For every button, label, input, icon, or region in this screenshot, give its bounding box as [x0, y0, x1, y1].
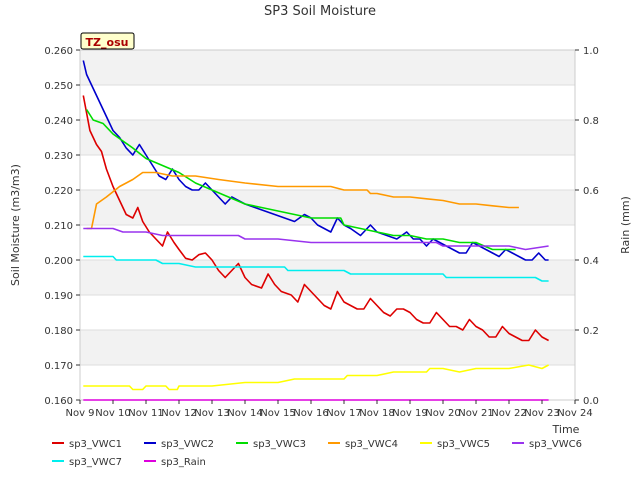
- y2-axis-label: Rain (mm): [619, 196, 632, 254]
- x-tick-label: Nov 18: [359, 408, 394, 419]
- x-tick-label: Nov 15: [260, 408, 295, 419]
- y-tick-label: 0.220: [44, 186, 73, 197]
- y-axis-left: 0.160 0.170 0.180 0.190 0.200 0.210 0.220 0.230…: [44, 46, 80, 407]
- series-lines: [82, 60, 549, 401]
- background-band: [80, 330, 575, 365]
- site-label: TZ_osu: [86, 36, 129, 49]
- y-axis-label: Soil Moisture (m3/m3): [9, 164, 22, 286]
- series-line-sp3_VWC5: [83, 364, 549, 391]
- site-label-background: [80, 32, 135, 50]
- legend-item-sp3_VWC3: sp3_VWC3: [236, 439, 306, 450]
- x-tick-label: Nov 12: [161, 408, 196, 419]
- y-tick-label: 0.260: [44, 46, 73, 57]
- legend-label: sp3_VWC3: [253, 439, 306, 450]
- y2-tick-label: 0.2: [583, 326, 599, 337]
- legend-item-sp3_VWC4: sp3_VWC4: [328, 439, 398, 450]
- legend-item-sp3_VWC1: sp3_VWC1: [52, 439, 122, 450]
- series-line-sp3_VWC7: [83, 255, 549, 282]
- background-band: [80, 190, 575, 225]
- x-tick-label: Nov 11: [128, 408, 163, 419]
- legend-label: sp3_Rain: [161, 457, 206, 468]
- legend-item-sp3_VWC6: sp3_VWC6: [512, 439, 582, 450]
- legend-label: sp3_VWC2: [161, 439, 214, 450]
- y-tick-label: 0.210: [44, 221, 73, 232]
- x-tick-label: Nov 16: [293, 408, 328, 419]
- x-tick-label: Nov 13: [194, 408, 229, 419]
- x-tick-label: Nov 17: [326, 408, 361, 419]
- legend-item-sp3_Rain: sp3_Rain: [144, 457, 206, 468]
- y2-tick-label: 1.0: [583, 46, 599, 57]
- x-tick-label: Nov 20: [425, 408, 460, 419]
- y-tick-label: 0.170: [44, 361, 73, 372]
- y-tick-label: 0.160: [44, 396, 73, 407]
- y-tick-label: 0.240: [44, 116, 73, 127]
- y-axis-right: 0.0 0.2 0.4 0.6 0.8 1.0: [575, 46, 599, 407]
- x-tick-label: Nov 21: [458, 408, 493, 419]
- y-tick-label: 0.180: [44, 326, 73, 337]
- background-band: [80, 120, 575, 155]
- y2-tick-label: 0.8: [583, 116, 599, 127]
- x-tick-label: Nov 19: [392, 408, 427, 419]
- chart-title: SP3 Soil Moisture: [264, 4, 376, 19]
- background-band: [80, 50, 575, 85]
- legend-item-sp3_VWC2: sp3_VWC2: [144, 439, 214, 450]
- y2-tick-label: 0.4: [583, 256, 599, 267]
- background-band: [80, 365, 575, 400]
- x-tick-label: Nov 14: [227, 408, 262, 419]
- legend-label: sp3_VWC4: [345, 439, 398, 450]
- legend-label: sp3_VWC5: [437, 439, 490, 450]
- series-line-sp3_VWC6: [83, 227, 549, 251]
- legend-item-sp3_VWC7: sp3_VWC7: [52, 457, 122, 468]
- site-label-box: TZ_osu: [80, 32, 135, 50]
- x-axis-label: Time: [552, 423, 580, 436]
- x-tick-label: Nov 22: [491, 408, 526, 419]
- y2-tick-label: 0.0: [583, 396, 599, 407]
- y-tick-label: 0.190: [44, 291, 73, 302]
- y2-tick-label: 0.6: [583, 186, 599, 197]
- y-tick-label: 0.200: [44, 256, 73, 267]
- legend-label: sp3_VWC1: [69, 439, 122, 450]
- background-band: [80, 85, 575, 120]
- x-tick-label: Nov 10: [95, 408, 130, 419]
- series-line-sp3_VWC3: [85, 109, 516, 251]
- y-tick-label: 0.230: [44, 151, 73, 162]
- legend: sp3_VWC1 sp3_VWC2 sp3_VWC3 sp3_VWC4 sp3_VWC5…: [52, 439, 582, 468]
- legend-label: sp3_VWC7: [69, 457, 122, 468]
- legend-label: sp3_VWC6: [529, 439, 582, 450]
- x-tick-label: Nov 9: [65, 408, 94, 419]
- series-line-sp3_VWC1: [82, 95, 549, 342]
- x-tick-label: Nov 24: [557, 408, 592, 419]
- x-tick-label: Nov 23: [524, 408, 559, 419]
- background-band: [80, 155, 575, 190]
- background-band: [80, 295, 575, 330]
- legend-item-sp3_VWC5: sp3_VWC5: [420, 439, 490, 450]
- y-tick-label: 0.250: [44, 81, 73, 92]
- series-line-sp3_VWC4: [86, 171, 519, 230]
